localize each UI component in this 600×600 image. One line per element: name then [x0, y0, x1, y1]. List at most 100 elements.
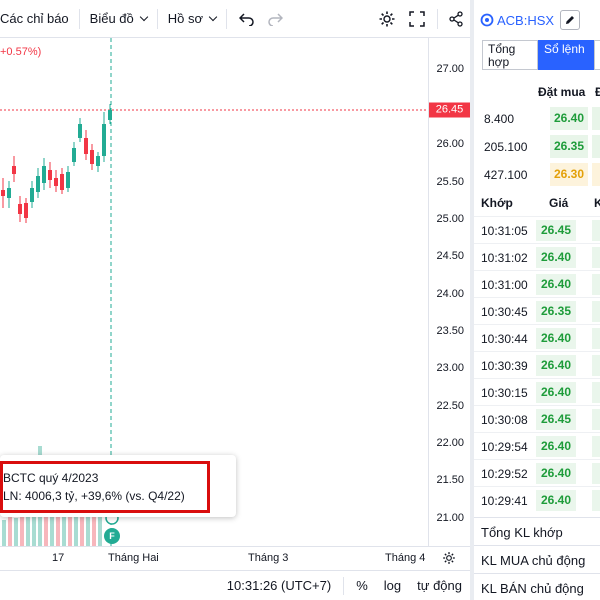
tab-more[interactable]: M: [594, 40, 600, 70]
trade-row[interactable]: 10:31:05 26.45: [474, 216, 600, 243]
trade-price: 26.40: [536, 436, 576, 457]
candle-body: [48, 170, 52, 180]
candle-body: [108, 110, 112, 120]
trade-row[interactable]: 10:30:15 26.40: [474, 378, 600, 405]
trade-row[interactable]: 10:29:54 26.40: [474, 432, 600, 459]
candle-body: [24, 203, 28, 218]
trade-volume-cut: [592, 355, 600, 376]
event-tooltip: BCTC quý 4/2023 LN: 4006,3 tỷ, +39,6% (v…: [0, 455, 236, 517]
candle-body: [72, 148, 76, 162]
summary-row: KL MUA chủ động: [474, 545, 600, 573]
fullscreen-button[interactable]: [403, 0, 431, 38]
toolbar-divider: [156, 8, 158, 29]
volume-bar: [32, 512, 36, 546]
pencil-icon: [566, 16, 575, 24]
chart-toolbar: Các chỉ báo Biểu đồ Hồ sơ: [0, 0, 470, 38]
candle-body: [78, 124, 82, 138]
ask-header-cut: Đ: [595, 85, 600, 99]
trade-price: 26.40: [536, 490, 576, 511]
gear-icon: [379, 11, 395, 26]
bid-row[interactable]: 205.100 26.35: [474, 133, 600, 160]
volume-bar: [74, 506, 78, 546]
candle-body: [7, 188, 11, 198]
chevron-down-icon: [208, 12, 218, 21]
trade-time-header: Khớp: [481, 196, 513, 210]
volume-bar: [20, 514, 24, 546]
price-tick: 24.00: [436, 288, 464, 300]
trade-row[interactable]: 10:30:44 26.40: [474, 324, 600, 351]
price-tick: 23.00: [436, 362, 464, 374]
candle-body: [96, 156, 100, 166]
volume-bar: [44, 510, 48, 546]
trade-price: 26.40: [536, 247, 576, 268]
trade-row[interactable]: 10:30:08 26.45: [474, 405, 600, 432]
price-tick: 25.50: [436, 176, 464, 188]
tooltip-title: BCTC quý 4/2023: [3, 471, 99, 485]
symbol-label[interactable]: ACB:HSX: [497, 12, 555, 28]
earnings-event-badge[interactable]: F: [104, 528, 120, 544]
trade-price-header: Giá: [549, 196, 569, 210]
price-tick: 24.50: [436, 250, 464, 262]
trade-volume-cut: [592, 328, 600, 349]
price-tick: 23.50: [436, 325, 464, 337]
volume-bar: [62, 512, 66, 546]
trade-volume-cut: [592, 382, 600, 403]
bid-row[interactable]: 8.400 26.40: [474, 105, 600, 132]
trade-volume-cut: [592, 409, 600, 430]
symbol-icon: [480, 13, 494, 27]
bid-volume: 427.100: [484, 168, 528, 182]
bottom-divider: [343, 576, 345, 595]
time-tick: Tháng 4: [385, 552, 426, 564]
trade-row[interactable]: 10:29:52 26.40: [474, 459, 600, 486]
trade-time: 10:29:54: [481, 440, 528, 454]
trade-volume-cut: [592, 490, 600, 511]
trade-time: 10:30:44: [481, 332, 528, 346]
trade-price: 26.35: [536, 301, 576, 322]
toolbar-divider: [226, 8, 228, 29]
trade-time: 10:31:02: [481, 251, 528, 265]
price-change-text: +0.57%): [0, 46, 42, 58]
log-scale-toggle[interactable]: log: [383, 578, 402, 593]
trade-price: 26.40: [536, 355, 576, 376]
volume-bar: [2, 520, 6, 546]
candle-body: [90, 150, 94, 164]
panel-divider[interactable]: [470, 0, 474, 600]
bid-price: 26.35: [550, 135, 588, 158]
trade-row[interactable]: 10:29:41 26.40: [474, 486, 600, 513]
trade-row[interactable]: 10:31:02 26.40: [474, 243, 600, 270]
bid-volume: 205.100: [484, 140, 528, 154]
tab-order-book[interactable]: Sổ lệnh: [538, 40, 594, 70]
price-axis[interactable]: 27.00 26.00 25.50 25.00 24.50 24.00 23.50 23.00…: [428, 38, 470, 546]
price-tick: 22.00: [436, 437, 464, 449]
bid-volume: 8.400: [484, 112, 515, 126]
summary-row: KL BÁN chủ động: [474, 573, 600, 600]
candle-body: [30, 188, 34, 202]
trade-price: 26.40: [536, 382, 576, 403]
time-axis[interactable]: 17 Tháng Hai Tháng 3 Tháng 4: [0, 546, 470, 570]
toolbar-divider: [78, 8, 80, 29]
settings-button[interactable]: [373, 0, 401, 38]
trade-time: 10:30:08: [481, 413, 528, 427]
trade-volume-cut: [592, 436, 600, 457]
edit-symbol-button[interactable]: [560, 10, 581, 30]
trade-row[interactable]: 10:31:00 26.40: [474, 270, 600, 297]
share-button[interactable]: [442, 0, 470, 38]
price-tick: 22.50: [436, 400, 464, 412]
trade-row[interactable]: 10:30:45 26.35: [474, 297, 600, 324]
tooltip-detail: LN: 4006,3 tỷ, +39,6% (vs. Q4/22): [3, 489, 185, 503]
chevron-down-icon: [139, 12, 148, 21]
bid-row[interactable]: 427.100 26.30: [474, 161, 600, 188]
volume-bar: [80, 510, 84, 546]
auto-scale-toggle[interactable]: tự động: [417, 578, 462, 593]
percent-scale-toggle[interactable]: %: [356, 578, 368, 593]
chart-type-dropdown[interactable]: Biểu đồ: [80, 0, 157, 38]
bid-price: 26.30: [550, 163, 588, 186]
tab-summary[interactable]: Tổng hợp: [482, 40, 538, 70]
tooltip-highlight-box: [0, 461, 210, 513]
redo-button[interactable]: [261, 0, 289, 38]
profile-dropdown[interactable]: Hồ sơ: [158, 0, 226, 38]
undo-button[interactable]: [233, 0, 261, 38]
axis-settings-button[interactable]: [438, 549, 460, 567]
trade-row[interactable]: 10:30:39 26.40: [474, 351, 600, 378]
indicators-button[interactable]: Các chỉ báo: [0, 0, 79, 38]
